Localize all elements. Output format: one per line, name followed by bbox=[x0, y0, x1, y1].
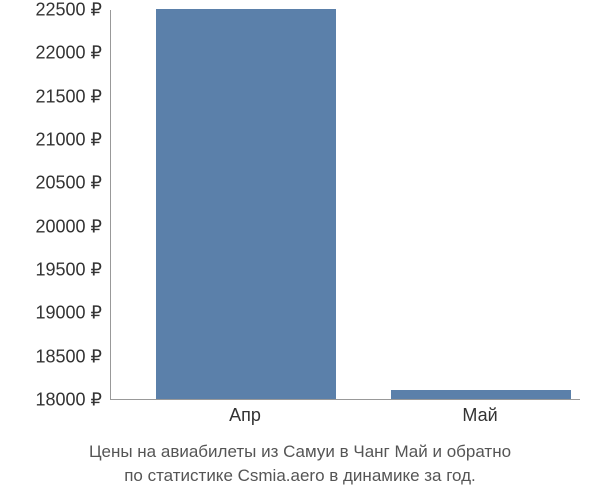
y-tick-label: 19500 ₽ bbox=[35, 260, 102, 281]
x-axis: Апр Май bbox=[110, 405, 580, 435]
y-tick-label: 20000 ₽ bbox=[35, 216, 102, 237]
caption-line-2: по статистике Csmia.aero в динамике за г… bbox=[124, 466, 476, 485]
y-tick-label: 18500 ₽ bbox=[35, 346, 102, 367]
y-tick-label: 21500 ₽ bbox=[35, 86, 102, 107]
y-tick-label: 18000 ₽ bbox=[35, 390, 102, 411]
y-tick-label: 19000 ₽ bbox=[35, 303, 102, 324]
bar-may bbox=[391, 390, 571, 399]
bar-apr bbox=[156, 9, 336, 399]
y-tick-label: 22500 ₽ bbox=[35, 0, 102, 21]
x-tick-label: Апр bbox=[229, 405, 261, 426]
plot-area bbox=[110, 10, 580, 400]
caption-line-1: Цены на авиабилеты из Самуи в Чанг Май и… bbox=[89, 442, 511, 461]
chart-caption: Цены на авиабилеты из Самуи в Чанг Май и… bbox=[0, 440, 600, 488]
y-tick-label: 21000 ₽ bbox=[35, 130, 102, 151]
x-tick-label: Май bbox=[462, 405, 497, 426]
y-axis: 22500 ₽ 22000 ₽ 21500 ₽ 21000 ₽ 20500 ₽ … bbox=[0, 10, 110, 400]
y-tick-label: 20500 ₽ bbox=[35, 173, 102, 194]
price-chart: 22500 ₽ 22000 ₽ 21500 ₽ 21000 ₽ 20500 ₽ … bbox=[0, 0, 600, 500]
y-tick-label: 22000 ₽ bbox=[35, 43, 102, 64]
